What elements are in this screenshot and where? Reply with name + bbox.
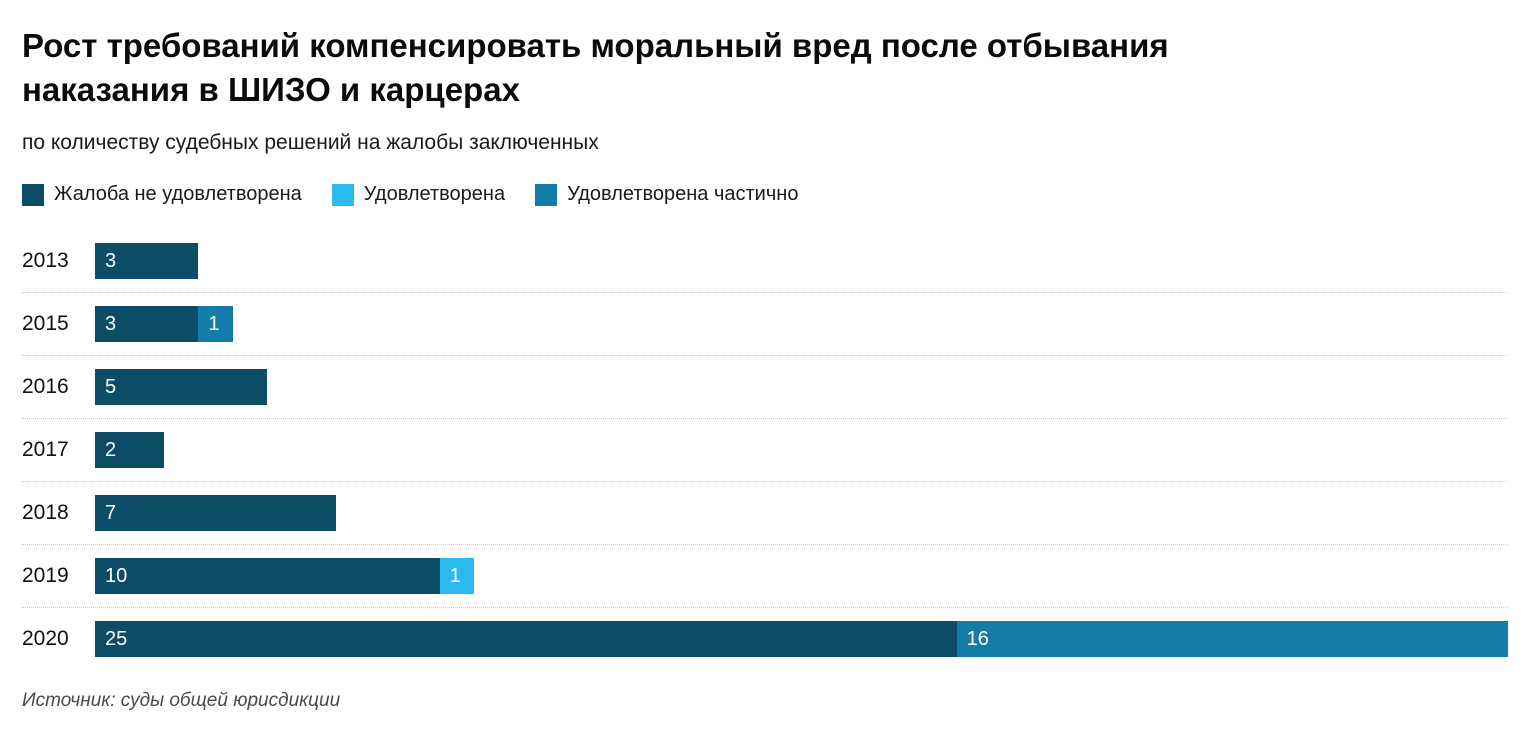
- bar-segment: 3: [95, 243, 199, 280]
- chart-row: 2017 2: [22, 418, 1508, 481]
- bar-value-label: 25: [105, 627, 128, 650]
- legend-item: Удовлетворена: [331, 183, 506, 206]
- chart-row: 2016 5: [22, 355, 1508, 418]
- legend: Жалоба не удовлетворена Удовлетворена Удов…: [22, 183, 1508, 206]
- bar-value-label: 10: [105, 564, 128, 587]
- year-label: 2018: [22, 501, 69, 525]
- bar-track: 5: [95, 369, 1508, 406]
- legend-swatch-icon: [535, 183, 558, 206]
- bar-value-label: 3: [105, 312, 117, 335]
- bar-track: 25 16: [95, 621, 1508, 658]
- bar-value-label: 1: [449, 564, 461, 587]
- bar-value-label: 5: [105, 375, 117, 398]
- legend-item: Жалоба не удовлетворена: [22, 183, 302, 206]
- bar-value-label: 2: [105, 438, 117, 461]
- year-label: 2016: [22, 375, 69, 399]
- bar-segment: 16: [956, 621, 1508, 658]
- chart-title: Рост требований компенсировать моральный…: [22, 27, 1169, 108]
- bar-segment: 25: [95, 621, 957, 658]
- bar-segment: 3: [95, 306, 199, 343]
- bar-segment: 10: [95, 558, 440, 595]
- legend-swatch-icon: [22, 183, 44, 206]
- chart-row: 2015 3 1: [22, 292, 1508, 355]
- year-label: 2013: [22, 249, 69, 273]
- legend-swatch-icon: [331, 183, 354, 206]
- chart-row: 2018 7: [22, 481, 1508, 544]
- bar-value-label: 16: [966, 627, 989, 650]
- source-note: Источник: суды общей юрисдикции: [22, 690, 341, 712]
- chart-subtitle: по количеству судебных решений на жалобы…: [22, 131, 599, 155]
- legend-item: Удовлетворена частично: [535, 183, 798, 206]
- bar-value-label: 3: [105, 249, 117, 272]
- year-label: 2019: [22, 564, 69, 588]
- bar-value-label: 1: [208, 312, 220, 335]
- chart-row: 2019 10 1: [22, 544, 1508, 607]
- bar-segment: 2: [95, 432, 164, 469]
- bar-segment: 5: [95, 369, 268, 406]
- bar-value-label: 7: [105, 501, 117, 524]
- bar-segment: 7: [95, 495, 337, 532]
- bar-track: 2: [95, 432, 1508, 469]
- bar-track: 7: [95, 495, 1508, 532]
- legend-label: Жалоба не удовлетворена: [54, 183, 302, 206]
- chart-rows: 2013 3 2015 3 1 2016 5 2017 2 2018 7 2019 10 1 2020 25 1…: [22, 230, 1508, 670]
- legend-label: Удовлетворена: [363, 183, 506, 206]
- year-label: 2015: [22, 312, 69, 336]
- bar-segment: 1: [439, 558, 475, 595]
- chart-row: 2020 25 16: [22, 607, 1508, 670]
- year-label: 2020: [22, 627, 69, 651]
- bar-segment: 1: [198, 306, 233, 343]
- year-label: 2017: [22, 438, 69, 462]
- bar-track: 3: [95, 243, 1508, 280]
- bar-track: 10 1: [95, 558, 1508, 595]
- legend-label: Удовлетворена частично: [567, 183, 799, 206]
- chart-row: 2013 3: [22, 230, 1508, 292]
